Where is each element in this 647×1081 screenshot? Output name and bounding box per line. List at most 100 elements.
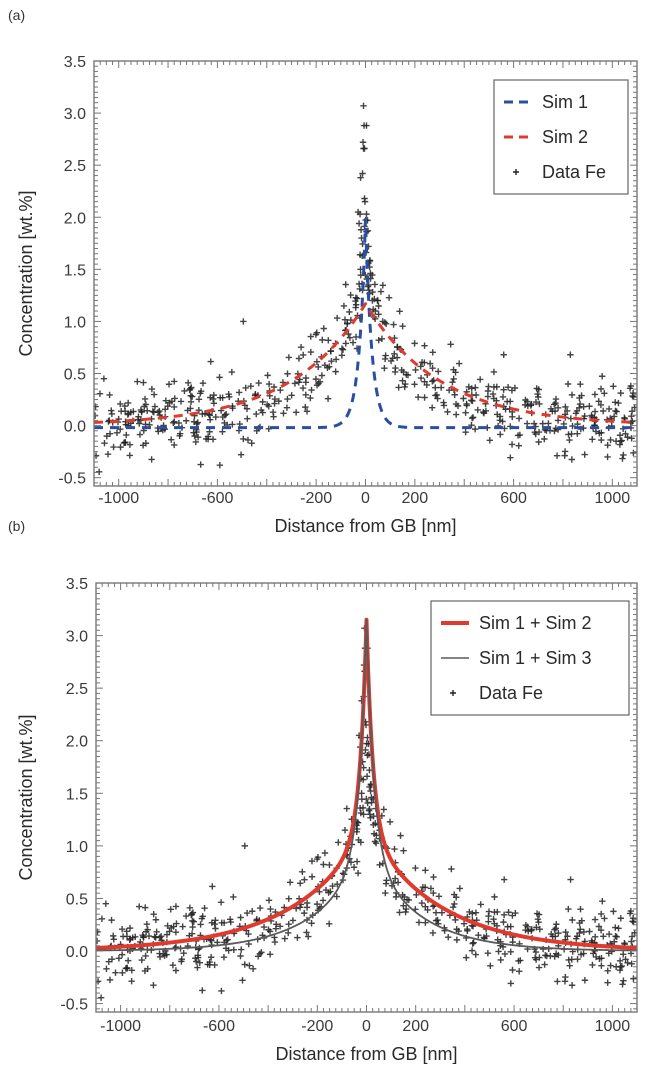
y-tick-label: 1.0 — [66, 839, 88, 856]
data-point — [541, 961, 548, 968]
data-point — [210, 400, 218, 407]
data-point — [359, 139, 367, 146]
data-point — [206, 416, 214, 423]
data-point — [437, 384, 445, 391]
data-point — [349, 339, 357, 346]
data-point — [303, 899, 311, 907]
data-point — [307, 394, 314, 402]
data-point — [535, 911, 543, 918]
data-point — [533, 924, 540, 931]
data-point — [629, 392, 636, 400]
data-point — [450, 366, 457, 373]
y-tick-label: 3.0 — [64, 106, 86, 123]
data-point — [432, 909, 440, 916]
data-point — [624, 959, 631, 966]
data-point — [195, 396, 203, 403]
data-point — [445, 933, 452, 941]
data-point — [449, 378, 456, 386]
data-point — [352, 333, 360, 341]
data-point — [618, 962, 626, 970]
data-point — [449, 903, 457, 911]
data-point — [372, 307, 379, 315]
data-point — [285, 921, 292, 928]
data-point — [342, 340, 349, 347]
data-point — [432, 384, 439, 391]
x-tick-label: 1000 — [595, 490, 631, 507]
data-point — [265, 380, 273, 388]
data-point — [333, 314, 341, 322]
data-point — [180, 949, 187, 957]
data-point — [363, 773, 371, 780]
data-point — [502, 406, 509, 413]
data-point — [509, 966, 516, 974]
data-point — [507, 980, 515, 987]
data-point — [291, 380, 299, 387]
data-point — [411, 381, 418, 388]
data-point — [574, 955, 581, 963]
data-point — [487, 962, 494, 970]
data-point — [527, 402, 535, 409]
data-point — [500, 386, 507, 393]
data-point — [360, 811, 367, 818]
data-point — [399, 322, 406, 330]
data-point — [592, 953, 600, 961]
data-point — [530, 420, 538, 427]
data-point — [563, 407, 571, 415]
y-axis-title: Concentration [wt.%] — [16, 714, 36, 880]
data-point — [148, 385, 156, 393]
data-point — [144, 407, 151, 414]
data-point — [299, 384, 307, 392]
data-point — [475, 932, 482, 939]
data-point — [124, 957, 132, 964]
data-point — [595, 923, 603, 930]
data-point — [244, 415, 251, 422]
y-tick-label: 2.5 — [64, 158, 86, 175]
y-tick-label: 3.5 — [64, 54, 86, 71]
data-point — [581, 451, 588, 458]
data-point — [355, 280, 363, 288]
data-point — [396, 308, 403, 315]
data-point — [229, 421, 236, 428]
data-point — [108, 916, 115, 924]
data-point — [444, 408, 451, 416]
data-point — [454, 402, 462, 410]
data-point — [353, 295, 361, 302]
data-point — [217, 394, 224, 401]
data-point — [166, 928, 173, 935]
data-point — [463, 400, 470, 408]
data-point — [622, 956, 629, 963]
data-point — [427, 885, 435, 892]
data-point — [497, 956, 504, 964]
data-point — [168, 398, 176, 405]
data-point — [627, 382, 635, 390]
data-point — [327, 348, 334, 355]
data-point — [598, 436, 605, 444]
data-point — [219, 428, 226, 435]
y-tick-label: 1.5 — [64, 262, 86, 279]
data-point — [616, 441, 624, 448]
data-point — [455, 927, 462, 935]
data-point — [400, 902, 407, 909]
data-point — [222, 945, 230, 952]
data-point — [240, 318, 247, 325]
data-point — [379, 282, 387, 289]
data-point — [352, 301, 360, 308]
data-point — [596, 430, 603, 437]
data-point — [289, 917, 297, 924]
data-point — [284, 370, 291, 377]
data-point — [470, 939, 477, 946]
data-point — [382, 880, 390, 887]
data-point — [201, 905, 208, 912]
legend-label: Data Fe — [479, 683, 543, 703]
legend-item: Sim 1 + Sim 3 — [441, 648, 592, 668]
data-point — [429, 349, 436, 356]
data-point — [600, 407, 607, 415]
data-point — [283, 404, 291, 411]
data-point — [551, 953, 558, 960]
legend-label: Sim 1 — [542, 92, 588, 112]
data-point — [120, 439, 128, 447]
data-point — [396, 909, 403, 916]
data-point — [190, 918, 198, 925]
data-point — [172, 967, 180, 974]
data-point — [435, 368, 442, 375]
